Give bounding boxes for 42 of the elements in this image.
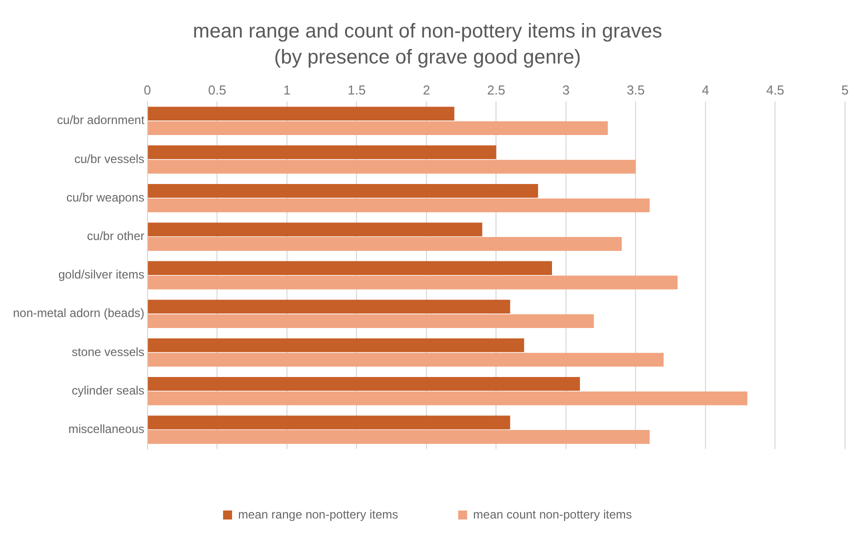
- x-tick-label: 3.5: [626, 82, 645, 98]
- x-tick-label: 5: [841, 82, 849, 98]
- bar: [148, 160, 636, 174]
- x-tick-label: 4: [702, 82, 710, 98]
- x-tick-label: 0.5: [208, 82, 226, 98]
- bar: [148, 261, 552, 275]
- bar: [148, 376, 580, 391]
- bar: [148, 106, 454, 121]
- bar: [148, 300, 510, 314]
- bar: [148, 416, 510, 430]
- x-tick-label: 3: [562, 82, 570, 98]
- y-tick-label: gold/silver items: [58, 268, 144, 282]
- bar: [148, 276, 678, 290]
- legend-label: mean count non-pottery items: [473, 507, 632, 522]
- bar: [148, 391, 748, 406]
- y-tick-label: cu/br adornment: [57, 113, 146, 128]
- bar: [148, 352, 664, 367]
- x-tick-label: 2.5: [487, 82, 506, 98]
- bar: [148, 184, 538, 198]
- y-tick-label: miscellaneous: [68, 422, 144, 436]
- bar: [148, 121, 608, 136]
- bar: [148, 314, 594, 328]
- y-tick-label: cu/br other: [87, 229, 144, 244]
- bar: [148, 430, 650, 444]
- x-tick-label: 4.5: [766, 82, 784, 98]
- chart-subtitle: (by presence of grave good genre): [274, 46, 581, 69]
- bar: [148, 338, 524, 352]
- y-tick-label: cylinder seals: [72, 383, 144, 398]
- x-tick-label: 0: [144, 82, 152, 98]
- bar: [148, 198, 650, 212]
- chart-title: mean range and count of non-pottery items in graves: [192, 20, 662, 43]
- bar: [148, 222, 482, 236]
- bar: [148, 145, 496, 160]
- legend-label: mean range non-pottery items: [238, 507, 398, 522]
- y-tick-label: cu/br vessels: [74, 152, 144, 166]
- y-tick-label: stone vessels: [72, 344, 144, 359]
- x-tick-label: 1.5: [348, 82, 366, 98]
- y-tick-label: cu/br weapons: [66, 190, 144, 204]
- bar: [148, 237, 622, 251]
- y-tick-label: non-metal adorn (beads): [12, 306, 144, 320]
- x-tick-label: 1: [283, 82, 291, 98]
- x-tick-label: 2: [422, 82, 430, 98]
